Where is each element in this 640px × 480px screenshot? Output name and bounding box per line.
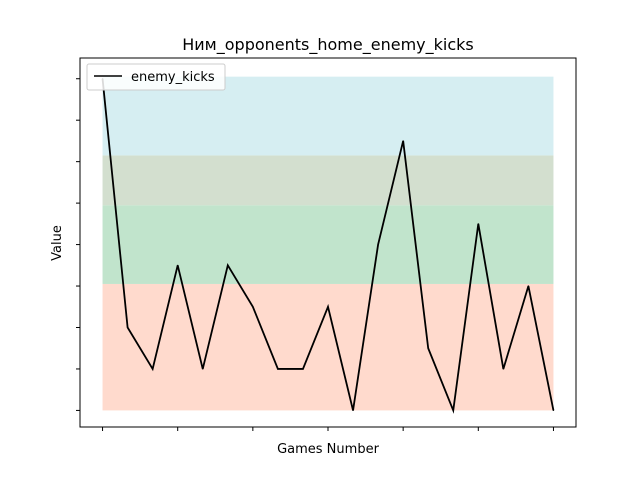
band-0 [102, 283, 554, 411]
legend: enemy_kicks [86, 63, 226, 91]
data-point [402, 140, 404, 142]
x-ticks [102, 427, 554, 431]
y-axis-label: Value [50, 225, 65, 261]
data-point [202, 368, 204, 370]
data-point [452, 409, 454, 412]
data-point [377, 243, 379, 246]
data-point [277, 368, 279, 370]
band-1 [102, 205, 554, 284]
data-point [427, 347, 429, 349]
data-point [177, 264, 179, 266]
data-point [327, 306, 329, 308]
legend-label-enemy-kicks: enemy_kicks [131, 70, 215, 85]
y-ticks [76, 78, 80, 411]
data-point [527, 285, 530, 287]
data-point [477, 223, 479, 225]
chart-title: Ним_opponents_home_enemy_kicks [182, 35, 473, 55]
data-point [302, 368, 304, 370]
background-bands [102, 76, 554, 411]
plot-frame [79, 57, 577, 428]
data-point [552, 409, 555, 412]
data-point [502, 368, 504, 370]
data-point [352, 409, 354, 412]
data-point [252, 306, 254, 308]
legend-box [86, 63, 226, 91]
x-axis-label: Games Number [277, 442, 379, 457]
data-point [152, 368, 154, 370]
band-2 [102, 155, 554, 206]
data-point [126, 326, 129, 329]
data-point [227, 264, 229, 266]
